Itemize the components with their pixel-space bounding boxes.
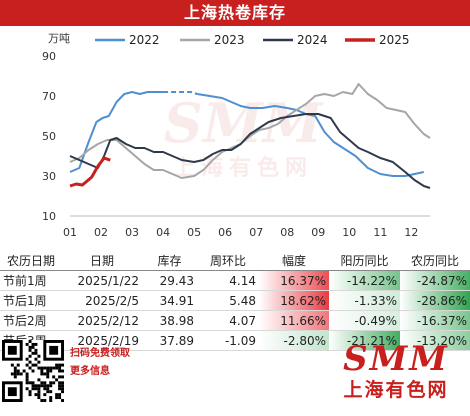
x-tick-label: 07 [249,226,263,239]
series-line-2022-cont [197,93,425,177]
line-chart: 万吨 10 30 50 70 90 01 02 03 04 05 06 07 08 09 10 11 12 2022… [42,32,431,239]
series-line-2025 [69,156,111,188]
row-date: 2025/1/22 [62,270,142,291]
table-row: 节后2周 2025/2/12 38.98 4.07 11.66% -0.49% -16.37… [0,310,470,331]
row-lunar-yoy: -13.20% [400,330,470,351]
row-stock: 29.43 [142,270,197,291]
x-tick-label: 02 [94,226,108,239]
x-tick-label: 10 [342,226,356,239]
y-tick-label: 30 [42,170,56,183]
legend-label-2024: 2024 [297,33,328,47]
chart-title: 上海热卷库存 [0,0,470,26]
y-tick-label: 10 [42,210,56,223]
row-lunar-yoy: -28.86% [400,290,470,311]
row-solar-yoy: -1.33% [329,290,400,311]
x-tick-label: 01 [63,226,77,239]
inventory-table: 农历日期 日期 库存 周环比 幅度 阳历同比 农历同比 节前1周 2025/1/2… [0,251,470,351]
y-tick-label: 50 [42,130,56,143]
row-range: -2.80% [259,330,329,351]
row-lunar-date: 节前1周 [0,270,62,291]
footer: 扫码免费领取 更多信息 SMM 上海有色网 [0,338,470,416]
brand-name: 上海有色网 [343,379,449,401]
row-wow: 4.07 [197,310,259,331]
table-row: 节后1周 2025/2/5 34.91 5.48 18.62% -1.33% -28.86% [0,290,470,311]
promo-line-1: 扫码免费领取 [70,348,130,359]
row-wow: 5.48 [197,290,259,311]
series-line-2024 [69,113,431,189]
qr-code-icon [2,340,64,402]
legend-label-2022: 2022 [129,33,160,47]
x-tick-label: 08 [280,226,294,239]
row-solar-yoy: -0.49% [329,310,400,331]
series-line-2022 [69,91,164,173]
row-wow: -1.09 [197,330,259,351]
header-lunar-yoy: 农历同比 [400,251,470,271]
row-solar-yoy: -14.22% [329,270,400,291]
row-date: 2025/2/12 [62,310,142,331]
row-solar-yoy: -21.21% [329,330,400,351]
x-tick-label: 12 [404,226,418,239]
legend-label-2025: 2025 [379,33,410,47]
row-lunar-yoy: -24.87% [400,270,470,291]
x-tick-label: 11 [373,226,387,239]
row-lunar-date: 节后2周 [0,310,62,331]
row-stock: 38.98 [142,310,197,331]
x-tick-label: 09 [311,226,325,239]
row-stock: 34.91 [142,290,197,311]
row-date: 2025/2/5 [62,290,142,311]
table-header-row: 农历日期 日期 库存 周环比 幅度 阳历同比 农历同比 [0,251,470,271]
legend-label-2023: 2023 [214,33,245,47]
brand-logo: SMM 上海有色网 [326,340,466,402]
y-tick-label: 70 [42,90,56,103]
x-tick-label: 03 [125,226,139,239]
header-date: 日期 [62,251,142,271]
series-line-2022-dashed [163,91,198,95]
row-stock: 37.89 [142,330,197,351]
promo-line-2: 更多信息 [70,366,110,377]
row-wow: 4.14 [197,270,259,291]
x-tick-label: 05 [187,226,201,239]
header-solar-yoy: 阳历同比 [329,251,400,271]
row-range: 11.66% [259,310,329,331]
table-row: 节前1周 2025/1/22 29.43 4.14 16.37% -14.22% -24.8… [0,270,470,291]
header-wow: 周环比 [197,251,259,271]
y-tick-label: 90 [42,50,56,63]
row-lunar-yoy: -16.37% [400,310,470,331]
x-tick-label: 06 [218,226,232,239]
series-line-2023 [69,83,431,179]
x-tick-label: 04 [156,226,170,239]
header-lunar-date: 农历日期 [0,251,62,271]
header-range: 幅度 [259,251,329,271]
brand-logo-text: SMM [343,339,449,379]
row-lunar-date: 节后1周 [0,290,62,311]
row-date: 2025/2/19 [62,330,142,351]
header-stock: 库存 [142,251,197,271]
row-range: 18.62% [259,290,329,311]
row-range: 16.37% [259,270,329,291]
unit-label: 万吨 [48,32,70,45]
